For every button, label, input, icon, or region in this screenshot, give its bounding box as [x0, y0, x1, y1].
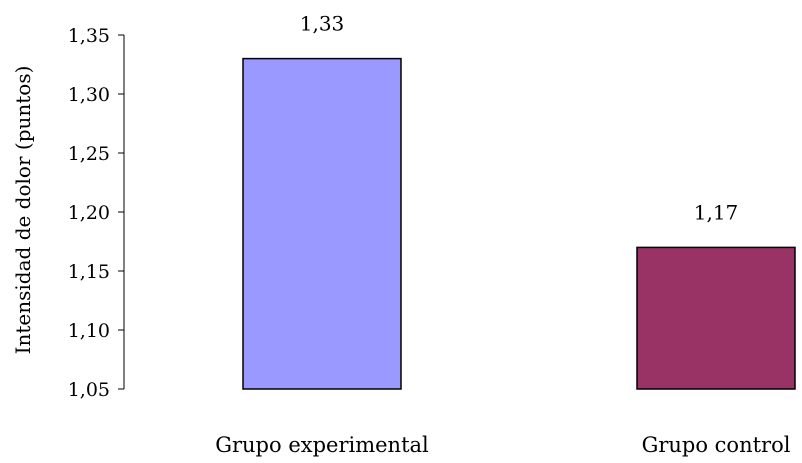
bar-grupo-control — [636, 246, 796, 390]
data-label: 1,17 — [694, 200, 739, 224]
data-label: 1,33 — [300, 12, 345, 36]
x-axis-labels: Grupo experimental Grupo control — [215, 433, 790, 457]
bars: 1,33 1,17 — [242, 12, 796, 390]
y-tick-label: 1,20 — [68, 202, 110, 224]
y-axis-title: Intensidad de dolor (puntos) — [11, 66, 35, 355]
y-tick-label: 1,05 — [68, 379, 110, 401]
y-tick-label: 1,10 — [68, 320, 110, 342]
bar-grupo-experimental — [242, 57, 402, 390]
category-label: Grupo control — [642, 433, 791, 457]
y-tick-label: 1,30 — [68, 84, 110, 106]
y-tick-label: 1,15 — [68, 261, 110, 283]
y-axis: 1,05 1,10 1,15 1,20 1,25 1,30 1,35 — [68, 25, 125, 401]
y-tick-label: 1,25 — [68, 143, 110, 165]
category-label: Grupo experimental — [215, 433, 429, 457]
y-tick-label: 1,35 — [68, 25, 110, 47]
